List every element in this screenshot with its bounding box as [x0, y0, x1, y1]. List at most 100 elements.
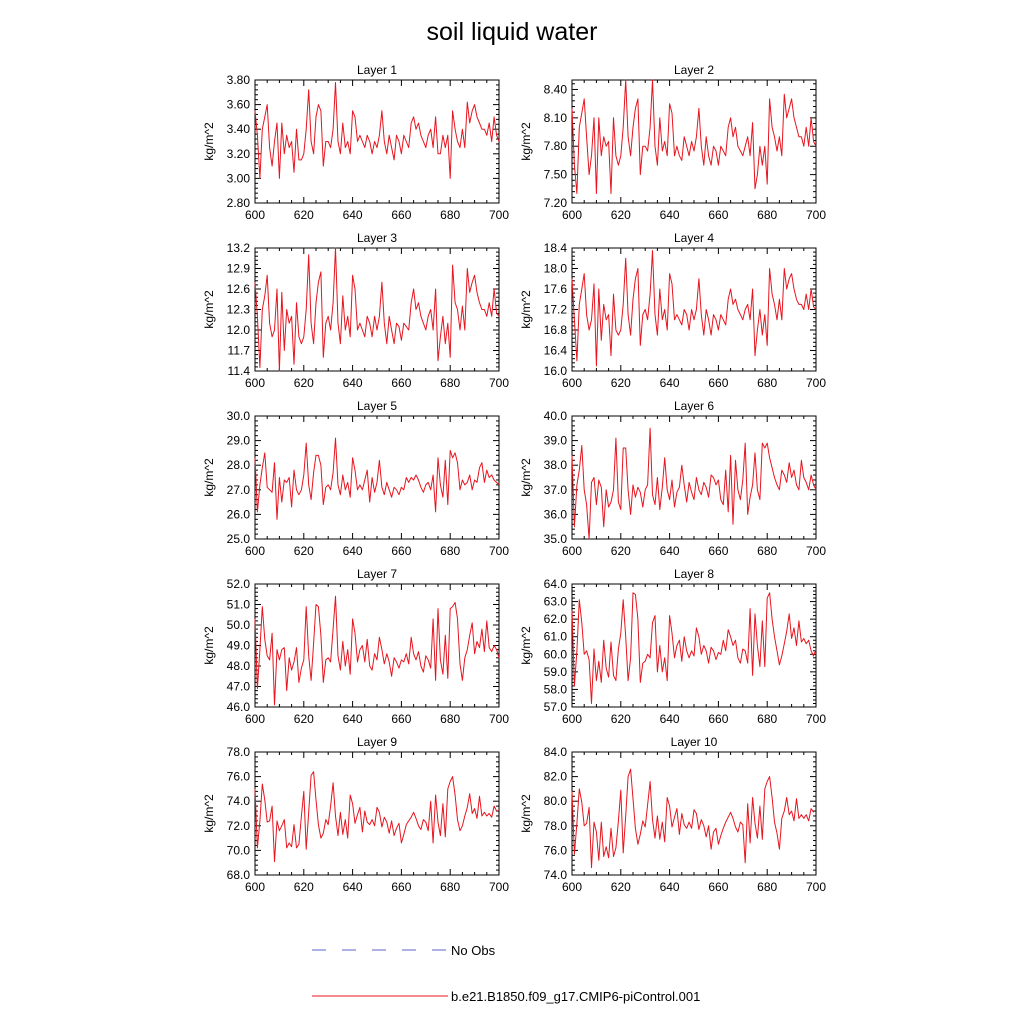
panel-layer-2: Layer 2 kg/m^2 600 620 640 660 680 700 7.20 7.50 7…: [519, 63, 826, 222]
ytick-label-layer-10: 76.0: [544, 843, 568, 857]
panel-title-layer-6: Layer 6: [674, 399, 714, 413]
ytick-label-layer-2: 7.50: [544, 168, 568, 182]
ytick-label-layer-1: 2.80: [227, 196, 251, 210]
xtick-label-layer-8: 600: [562, 712, 582, 726]
ytick-label-layer-3: 12.3: [227, 303, 251, 317]
xtick-label-layer-1: 640: [343, 208, 363, 222]
ytick-label-layer-4: 18.4: [544, 241, 568, 255]
series-line-layer-8: [571, 592, 817, 704]
ytick-label-layer-4: 16.0: [544, 364, 568, 378]
xtick-label-layer-3: 660: [391, 376, 411, 390]
xtick-label-layer-3: 680: [440, 376, 460, 390]
ytick-label-layer-5: 30.0: [227, 409, 251, 423]
ytick-label-layer-4: 17.6: [544, 282, 568, 296]
xtick-label-layer-7: 620: [294, 712, 314, 726]
ytick-label-layer-5: 29.0: [227, 434, 251, 448]
series-line-layer-4: [571, 250, 817, 367]
series-line-layer-1: [254, 82, 500, 179]
ytick-label-layer-7: 50.0: [227, 618, 251, 632]
ytick-label-layer-8: 59.0: [544, 665, 568, 679]
ytick-label-layer-3: 12.9: [227, 262, 251, 276]
xtick-label-layer-4: 640: [660, 376, 680, 390]
plot-frame-layer-9: [254, 751, 500, 876]
figure-title: soil liquid water: [427, 18, 598, 46]
ytick-label-layer-1: 3.60: [227, 98, 251, 112]
xtick-label-layer-9: 660: [391, 880, 411, 894]
xtick-label-layer-10: 700: [806, 880, 826, 894]
ytick-label-layer-10: 74.0: [544, 868, 568, 882]
xtick-label-layer-3: 600: [245, 376, 265, 390]
xtick-label-layer-10: 620: [611, 880, 631, 894]
xtick-label-layer-5: 680: [440, 544, 460, 558]
ytick-label-layer-10: 82.0: [544, 770, 568, 784]
panel-layer-4: Layer 4 kg/m^2 600 620 640 660 680 700 16.0 16.4 1…: [519, 231, 826, 390]
panel-layer-1: Layer 1 kg/m^2 600 620 640 660 680 700 2.80 3.00 3…: [202, 63, 509, 222]
ytick-label-layer-6: 40.0: [544, 409, 568, 423]
ytick-label-layer-9: 70.0: [227, 843, 251, 857]
panel-title-layer-4: Layer 4: [674, 231, 714, 245]
ytick-label-layer-5: 28.0: [227, 458, 251, 472]
xtick-label-layer-5: 660: [391, 544, 411, 558]
xtick-label-layer-1: 600: [245, 208, 265, 222]
panel-layer-5: Layer 5 kg/m^2 600 620 640 660 680 700 25.0 26.0 2…: [202, 399, 509, 558]
panel-title-layer-5: Layer 5: [357, 399, 397, 413]
xtick-label-layer-6: 640: [660, 544, 680, 558]
ytick-label-layer-8: 64.0: [544, 577, 568, 591]
ytick-label-layer-6: 39.0: [544, 434, 568, 448]
ytick-label-layer-8: 63.0: [544, 595, 568, 609]
ytick-label-layer-4: 16.8: [544, 323, 568, 337]
ytick-label-layer-4: 17.2: [544, 303, 568, 317]
ytick-label-layer-7: 47.0: [227, 680, 251, 694]
plot-frame-layer-6: [571, 415, 817, 540]
xtick-label-layer-7: 700: [489, 712, 509, 726]
ytick-label-layer-5: 27.0: [227, 483, 251, 497]
xtick-label-layer-5: 700: [489, 544, 509, 558]
panel-title-layer-3: Layer 3: [357, 231, 397, 245]
ytick-label-layer-1: 3.20: [227, 147, 251, 161]
ytick-label-layer-10: 78.0: [544, 819, 568, 833]
xtick-label-layer-6: 620: [611, 544, 631, 558]
xtick-label-layer-9: 600: [245, 880, 265, 894]
xtick-label-layer-9: 620: [294, 880, 314, 894]
xtick-label-layer-2: 600: [562, 208, 582, 222]
ytick-label-layer-3: 11.7: [228, 344, 251, 358]
legend-label-model: b.e21.B1850.f09_g17.CMIP6-piControl.001: [451, 989, 700, 1004]
xtick-label-layer-3: 700: [489, 376, 509, 390]
ylabel-layer-8: kg/m^2: [519, 626, 533, 665]
ytick-label-layer-4: 18.0: [544, 262, 568, 276]
series-line-layer-10: [571, 768, 815, 869]
ytick-label-layer-9: 78.0: [227, 745, 251, 759]
legend-entry-no-obs: No Obs: [312, 943, 496, 958]
series-line-layer-6: [571, 427, 817, 540]
series-line-layer-9: [254, 771, 498, 862]
xtick-label-layer-8: 640: [660, 712, 680, 726]
ytick-label-layer-8: 58.0: [544, 682, 568, 696]
xtick-label-layer-5: 620: [294, 544, 314, 558]
panel-title-layer-1: Layer 1: [357, 63, 397, 77]
panel-layer-6: Layer 6 kg/m^2 600 620 640 660 680 700 35.0 36.0 3…: [519, 399, 826, 558]
xtick-label-layer-7: 640: [343, 712, 363, 726]
ytick-label-layer-6: 37.0: [544, 483, 568, 497]
xtick-label-layer-8: 700: [806, 712, 826, 726]
xtick-label-layer-10: 680: [757, 880, 777, 894]
xtick-label-layer-1: 660: [391, 208, 411, 222]
ytick-label-layer-10: 84.0: [544, 745, 568, 759]
series-line-layer-5: [254, 437, 500, 520]
ytick-label-layer-1: 3.40: [227, 122, 251, 136]
xtick-label-layer-1: 620: [294, 208, 314, 222]
ytick-label-layer-6: 36.0: [544, 507, 568, 521]
xtick-label-layer-6: 680: [757, 544, 777, 558]
ytick-label-layer-3: 12.0: [227, 323, 251, 337]
ytick-label-layer-1: 3.80: [227, 73, 251, 87]
ytick-label-layer-3: 12.6: [227, 282, 251, 296]
xtick-label-layer-2: 620: [611, 208, 631, 222]
xtick-label-layer-9: 680: [440, 880, 460, 894]
xtick-label-layer-9: 640: [343, 880, 363, 894]
xtick-label-layer-3: 620: [294, 376, 314, 390]
ytick-label-layer-9: 76.0: [227, 770, 251, 784]
xtick-label-layer-4: 600: [562, 376, 582, 390]
xtick-label-layer-1: 680: [440, 208, 460, 222]
ylabel-layer-7: kg/m^2: [202, 626, 216, 665]
panel-layer-9: Layer 9 kg/m^2 600 620 640 660 680 700 68.0 70.0 7…: [202, 735, 509, 894]
